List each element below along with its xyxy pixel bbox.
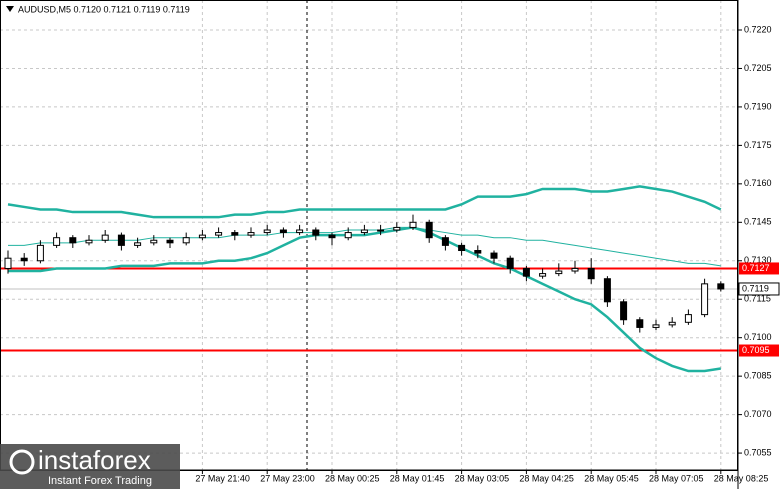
candle-body — [539, 273, 547, 277]
x-tick-label: 27 May 23:00 — [260, 473, 315, 483]
x-tick-label: 28 May 08:25 — [714, 473, 769, 483]
candle-body — [360, 229, 368, 234]
candle-body — [312, 229, 320, 236]
candle-body — [377, 229, 385, 232]
candle-body — [490, 252, 498, 259]
level-label-box — [739, 344, 779, 357]
candle-body — [69, 237, 77, 244]
candle-body — [215, 232, 223, 236]
last-price-box — [738, 282, 780, 296]
y-tick-label: 0.7160 — [744, 178, 772, 188]
y-tick-label: 0.7070 — [744, 409, 772, 419]
y-tick-label: 0.7175 — [744, 140, 772, 150]
x-tick-label: 28 May 07:05 — [649, 473, 704, 483]
x-tick-label: 28 May 01:45 — [390, 473, 445, 483]
x-tick-label: 28 May 00:25 — [325, 473, 380, 483]
candle-body — [701, 283, 709, 316]
candle-body — [636, 319, 644, 328]
candle-body — [4, 257, 12, 269]
candle-body — [150, 239, 158, 244]
y-tick-label: 0.7190 — [744, 101, 772, 111]
candle-body — [684, 314, 692, 323]
candle-body — [425, 221, 433, 239]
candle-body — [231, 232, 239, 236]
x-tick-label: 28 May 03:05 — [455, 473, 510, 483]
candle-body — [603, 278, 611, 303]
candle-body — [652, 324, 660, 328]
watermark-box — [0, 444, 180, 489]
watermark-brand: instaforex — [38, 445, 151, 475]
band-line — [7, 185, 722, 219]
candle-body — [587, 267, 595, 280]
symbol-marker — [6, 6, 14, 12]
candle-body — [668, 321, 676, 326]
candle-body — [279, 229, 287, 234]
candle-body — [134, 242, 142, 246]
candle-body — [620, 301, 628, 321]
y-tick-label: 0.7055 — [744, 447, 772, 457]
candle-body — [36, 244, 44, 262]
candle-body — [344, 232, 352, 239]
candle-body — [296, 229, 304, 234]
candle-body — [53, 237, 61, 246]
candle-body — [717, 283, 725, 290]
candle-body — [393, 226, 401, 231]
candle-body — [166, 239, 174, 244]
candle-body — [409, 221, 417, 228]
level-label-box — [739, 262, 779, 275]
x-tick-label: 28 May 04:25 — [519, 473, 574, 483]
candle-body — [198, 234, 206, 239]
x-tick-label: 27 May 21:40 — [195, 473, 250, 483]
level-label: 0.7127 — [742, 263, 770, 273]
watermark-logo — [9, 449, 35, 475]
y-tick-label: 0.7205 — [744, 63, 772, 73]
candle-body — [571, 267, 579, 272]
y-tick-label: 0.7130 — [744, 255, 772, 265]
candle-body — [555, 270, 563, 275]
last-price-label: 0.7119 — [742, 283, 769, 293]
candle-body — [85, 239, 93, 244]
candle-body — [328, 234, 336, 239]
candle-body — [247, 232, 255, 236]
y-tick-label: 0.7220 — [744, 24, 772, 34]
watermark-tagline: Instant Forex Trading — [48, 475, 152, 487]
candle-body — [182, 237, 190, 244]
candle-body — [101, 234, 109, 241]
y-tick-label: 0.7100 — [744, 332, 772, 342]
y-tick-label: 0.7115 — [744, 294, 771, 304]
y-tick-label: 0.7085 — [744, 371, 772, 381]
chart-title: AUDUSD,M5 0.7120 0.7121 0.7119 0.7119 — [18, 4, 190, 14]
candle-body — [458, 244, 466, 252]
candle-body — [117, 234, 125, 246]
candle-body — [474, 250, 482, 254]
y-tick-label: 0.7145 — [744, 217, 772, 227]
candle-body — [506, 257, 514, 269]
level-label: 0.7095 — [742, 345, 770, 355]
x-tick-label: 28 May 05:45 — [584, 473, 639, 483]
candle-body — [20, 257, 28, 262]
candle-body — [522, 267, 530, 277]
candle-body — [263, 229, 271, 234]
candle-body — [441, 237, 449, 246]
